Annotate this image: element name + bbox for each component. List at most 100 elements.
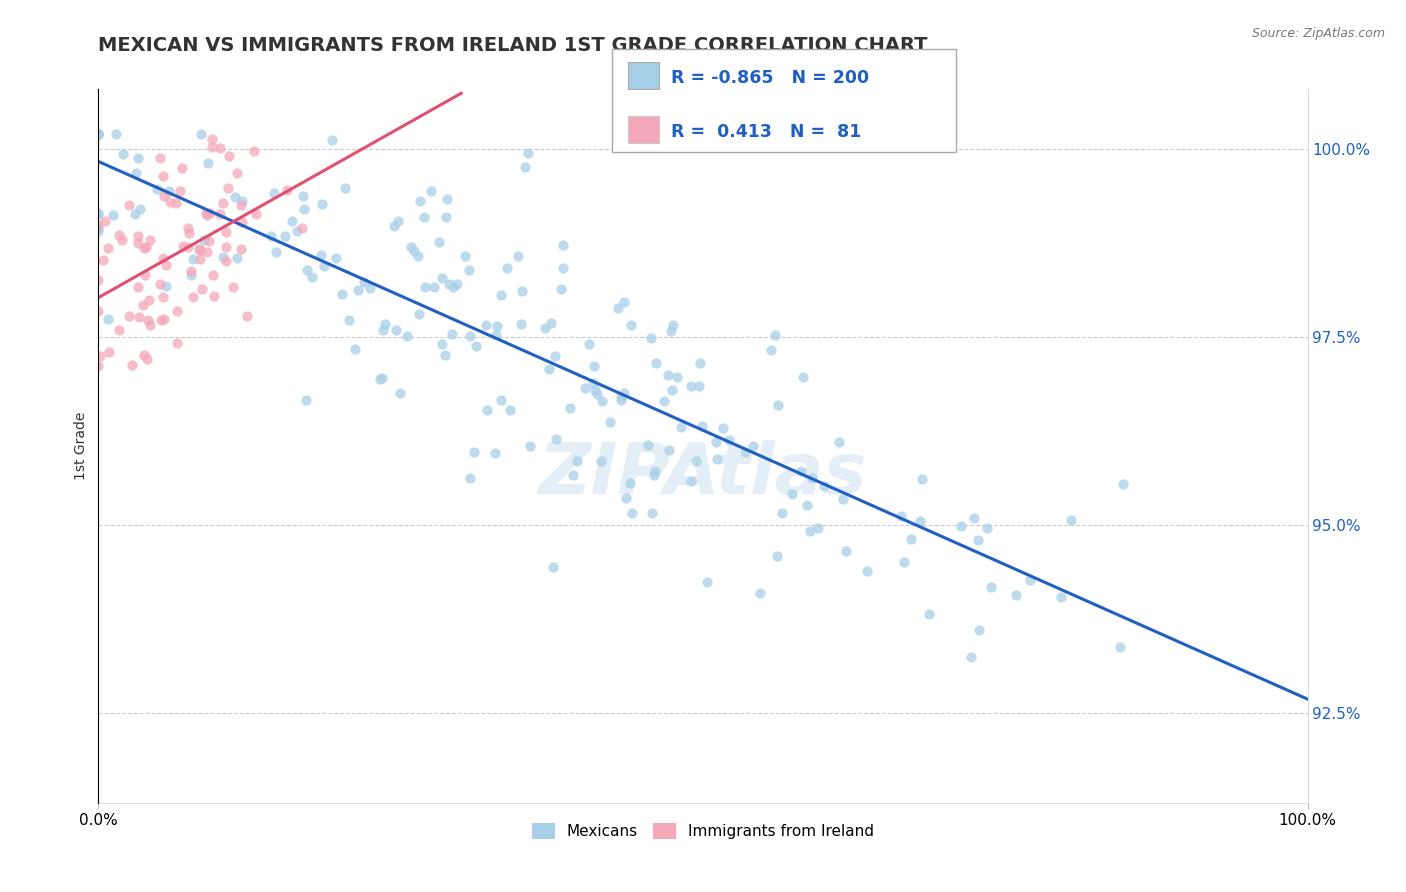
Point: [436, 192, 458, 206]
Point: [908, 514, 931, 528]
Point: [718, 433, 741, 447]
Point: [152, 169, 174, 183]
Point: [679, 379, 702, 393]
Point: [139, 233, 162, 247]
Point: [665, 370, 688, 384]
Text: R = -0.865   N = 200: R = -0.865 N = 200: [671, 70, 869, 87]
Point: [188, 243, 211, 257]
Point: [385, 323, 408, 337]
Point: [337, 313, 360, 327]
Point: [396, 328, 419, 343]
Point: [128, 310, 150, 324]
Point: [172, 161, 194, 175]
Point: [540, 317, 562, 331]
Point: [152, 290, 174, 304]
Point: [127, 280, 149, 294]
Point: [806, 521, 828, 535]
Point: [495, 261, 517, 276]
Point: [149, 151, 172, 165]
Point: [917, 607, 939, 622]
Point: [661, 318, 683, 332]
Point: [1108, 640, 1130, 655]
Text: R =  0.413   N =  81: R = 0.413 N = 81: [671, 123, 860, 141]
Point: [87, 128, 110, 142]
Point: [486, 318, 509, 333]
Point: [276, 183, 298, 197]
Point: [949, 518, 972, 533]
Point: [291, 221, 314, 235]
Point: [155, 279, 177, 293]
Point: [218, 149, 240, 163]
Point: [87, 273, 110, 287]
Point: [491, 288, 513, 302]
Point: [640, 331, 662, 345]
Point: [610, 393, 633, 408]
Point: [215, 240, 238, 254]
Point: [325, 251, 347, 265]
Point: [346, 283, 368, 297]
Point: [966, 533, 988, 548]
Point: [583, 359, 606, 373]
Point: [516, 146, 538, 161]
Point: [387, 214, 409, 228]
Point: [890, 509, 912, 524]
Point: [294, 392, 316, 407]
Point: [111, 233, 134, 247]
Point: [193, 233, 215, 247]
Point: [689, 356, 711, 370]
Point: [285, 224, 308, 238]
Point: [423, 280, 446, 294]
Point: [165, 196, 187, 211]
Point: [430, 270, 453, 285]
Point: [87, 206, 110, 220]
Point: [87, 218, 110, 232]
Point: [87, 221, 110, 235]
Point: [190, 128, 212, 142]
Point: [215, 253, 238, 268]
Point: [607, 301, 630, 315]
Point: [713, 421, 735, 435]
Point: [201, 140, 224, 154]
Point: [761, 343, 783, 357]
Point: [87, 128, 110, 142]
Point: [690, 418, 713, 433]
Point: [644, 464, 666, 478]
Point: [382, 219, 405, 233]
Point: [591, 454, 613, 468]
Point: [243, 144, 266, 158]
Point: [434, 348, 457, 362]
Point: [772, 506, 794, 520]
Point: [135, 351, 157, 366]
Point: [546, 432, 568, 446]
Point: [159, 194, 181, 209]
Point: [374, 318, 396, 332]
Point: [980, 580, 1002, 594]
Point: [465, 339, 488, 353]
Point: [274, 229, 297, 244]
Point: [211, 196, 233, 211]
Point: [127, 236, 149, 251]
Point: [180, 268, 202, 283]
Point: [458, 263, 481, 277]
Point: [599, 415, 621, 429]
Point: [231, 194, 253, 208]
Point: [637, 438, 659, 452]
Point: [706, 452, 728, 467]
Point: [828, 434, 851, 449]
Point: [766, 398, 789, 412]
Point: [180, 264, 202, 278]
Point: [406, 249, 429, 263]
Point: [619, 476, 641, 491]
Point: [183, 252, 205, 266]
Point: [157, 184, 180, 198]
Point: [612, 295, 634, 310]
Point: [155, 258, 177, 272]
Point: [121, 358, 143, 372]
Point: [371, 371, 394, 385]
Point: [704, 435, 727, 450]
Point: [652, 393, 675, 408]
Point: [224, 189, 246, 203]
Point: [766, 549, 789, 563]
Legend: Mexicans, Immigrants from Ireland: Mexicans, Immigrants from Ireland: [526, 817, 880, 845]
Point: [229, 198, 252, 212]
